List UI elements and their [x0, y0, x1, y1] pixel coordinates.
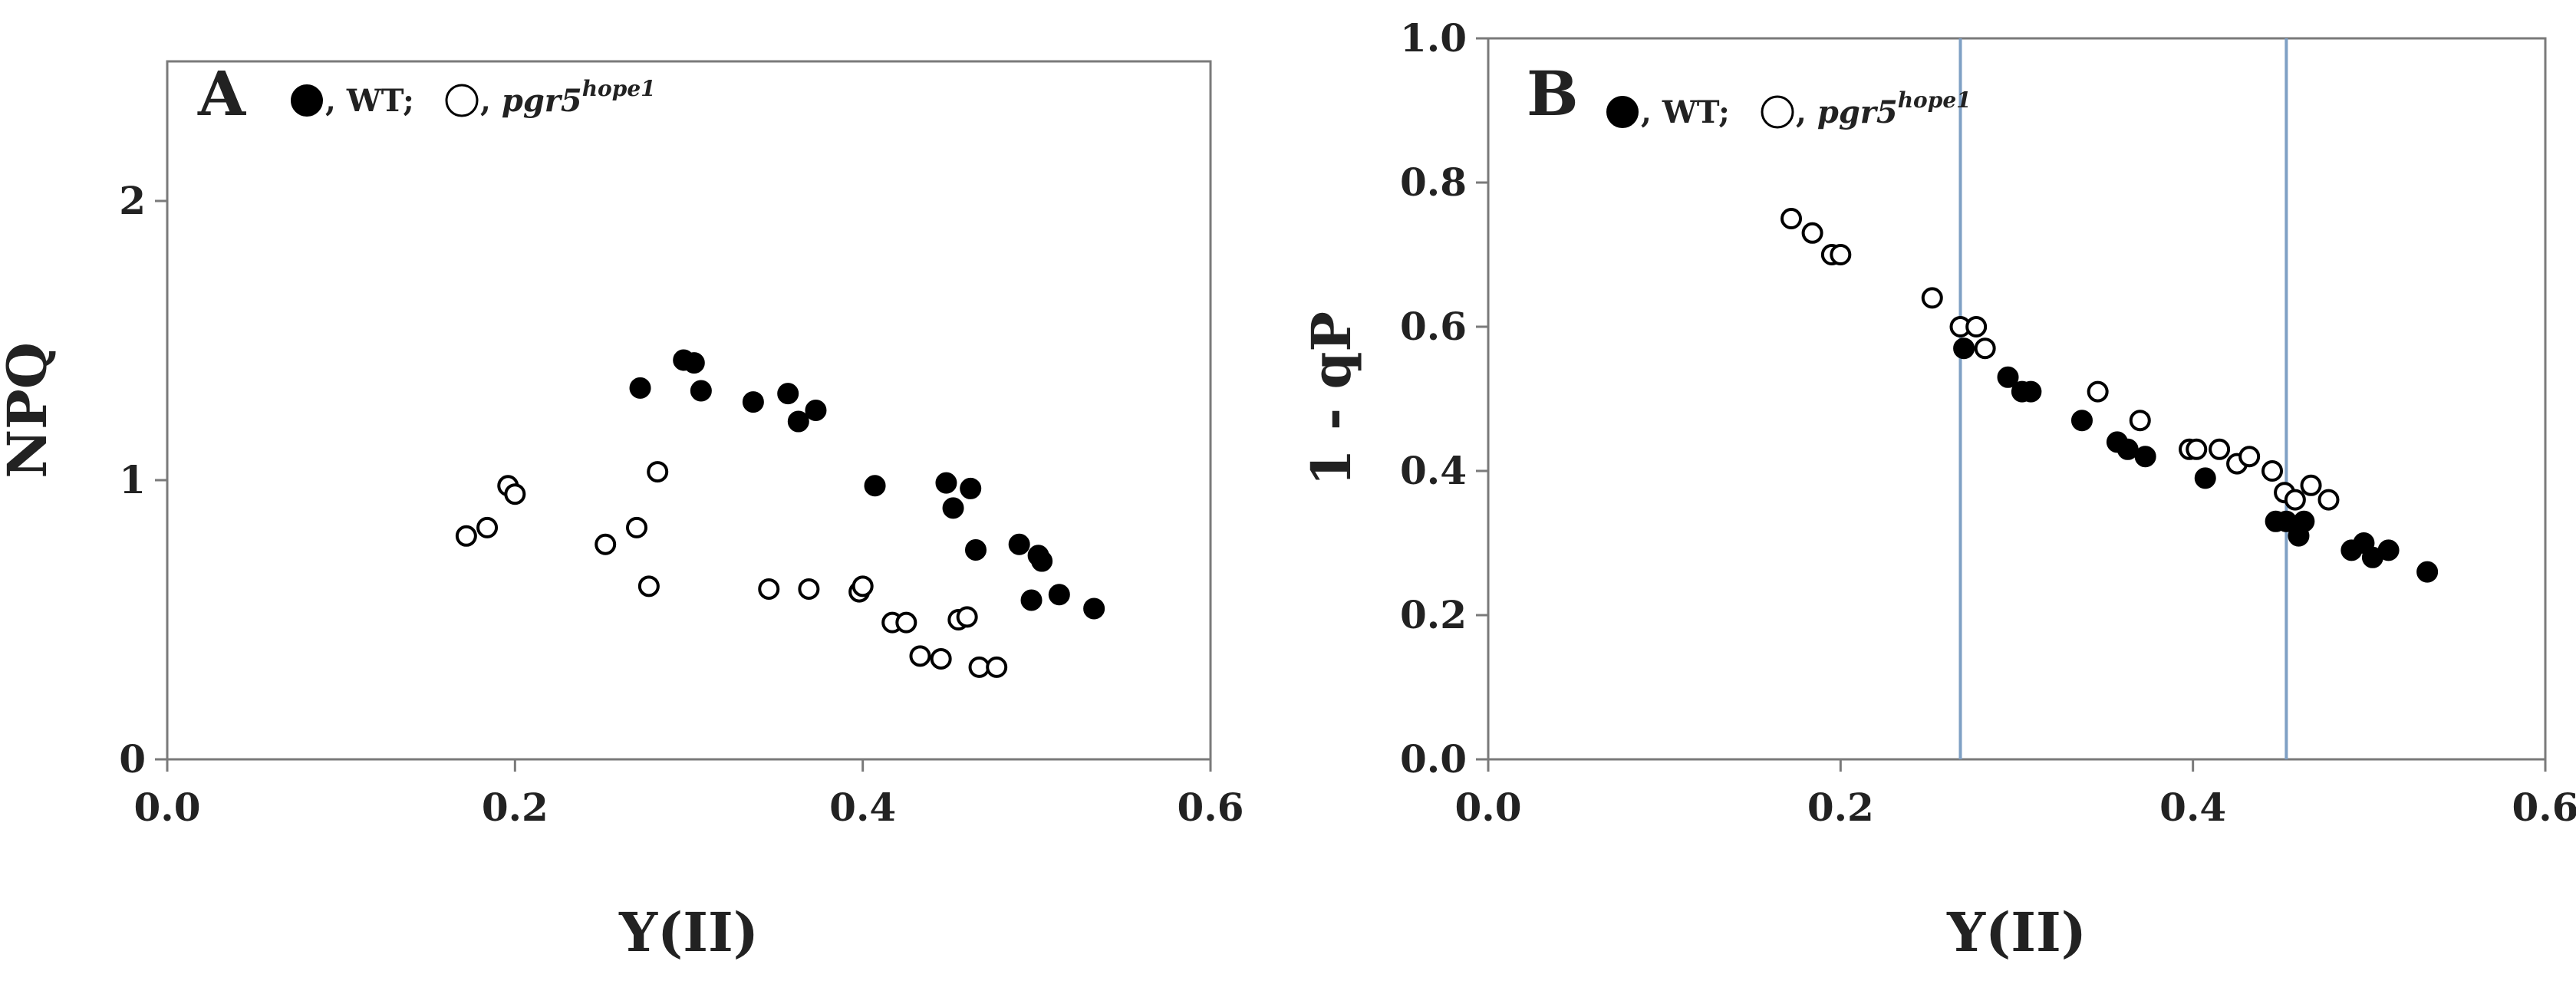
y-tick-label-b: 1.0 — [1400, 15, 1467, 61]
data-point-mutant-b — [2300, 474, 2322, 496]
data-point-mutant-a — [968, 656, 990, 678]
data-point-wt-a — [864, 475, 886, 497]
y-axis-title-b: 1 - qP — [1300, 311, 1363, 486]
x-tick-label-b: 0.4 — [2159, 785, 2226, 830]
data-point-mutant-a — [455, 525, 477, 547]
legend-marker-mutant-a — [445, 84, 479, 117]
panel-label-a: A — [197, 58, 246, 130]
data-point-wt-a — [683, 352, 705, 374]
y-tick-label-a: 2 — [119, 178, 146, 223]
data-point-wt-a — [777, 383, 799, 405]
data-point-wt-a — [1083, 597, 1105, 620]
plot-frame-b — [1487, 37, 2547, 761]
data-point-mutant-a — [956, 606, 978, 628]
y-axis-title-a: NPQ — [0, 342, 59, 479]
data-point-wt-a — [1008, 533, 1030, 555]
x-tick-label-a: 0.6 — [1178, 785, 1244, 830]
legend-label-mutant-b: , pgr5hope1 — [1796, 87, 1972, 130]
data-point-wt-b — [1953, 337, 1975, 360]
data-point-wt-b — [1997, 366, 2019, 388]
data-point-wt-a — [965, 539, 987, 561]
data-point-wt-b — [2194, 467, 2216, 489]
legend-marker-mutant-b — [1761, 95, 1794, 129]
data-point-mutant-b — [1965, 316, 1988, 337]
legend-label-wt-a: , WT; — [325, 83, 414, 119]
data-point-mutant-b — [1921, 287, 1943, 309]
data-point-wt-b — [2070, 410, 2093, 432]
data-point-wt-b — [2416, 561, 2439, 583]
data-point-mutant-b — [2087, 380, 2109, 403]
data-point-wt-a — [742, 391, 764, 413]
data-point-wt-a — [942, 497, 964, 519]
data-point-wt-a — [960, 477, 982, 499]
data-point-mutant-b — [1801, 222, 1823, 244]
data-point-mutant-b — [2238, 446, 2261, 468]
panel-a-npq-vs-yii: 0.0 0.2 0.4 0.6 0 1 2 Y(II) NPQ A , WT; , pgr5hope1 — [0, 58, 1244, 964]
data-point-mutant-a — [637, 575, 660, 597]
data-point-mutant-a — [476, 516, 499, 538]
y-tick-label-a: 0 — [119, 736, 146, 782]
legend-label-mutant-a: , pgr5hope1 — [480, 76, 656, 119]
data-point-wt-a — [690, 380, 712, 402]
x-tick-label-a: 0.2 — [482, 785, 548, 830]
data-point-wt-b — [2293, 510, 2315, 532]
panel-b-1-qp-vs-yii: 0.0 0.2 0.4 0.6 0.0 0.2 0.4 0.6 0.8 1.0 Y(II) 1 - q… — [1300, 15, 2576, 964]
data-point-mutant-a — [758, 578, 780, 600]
data-point-mutant-a — [798, 578, 820, 600]
y-tick-label-a: 1 — [119, 457, 146, 502]
data-point-mutant-a — [504, 483, 526, 505]
data-point-wt-b — [2134, 446, 2156, 468]
data-point-mutant-a — [930, 647, 952, 670]
plot-frame-a — [166, 60, 1212, 761]
y-tick-label-b: 0.0 — [1400, 736, 1467, 782]
y-tick-label-b: 0.4 — [1400, 448, 1467, 493]
data-point-mutant-b — [2261, 460, 2284, 482]
data-point-wt-b — [2377, 539, 2400, 561]
data-point-mutant-a — [852, 575, 874, 597]
data-point-mutant-b — [1780, 208, 1803, 229]
x-tick-label-a: 0.4 — [829, 785, 896, 830]
data-point-wt-a — [1020, 589, 1043, 611]
data-point-wt-a — [805, 400, 827, 421]
x-axis-title-a: Y(II) — [618, 900, 759, 964]
legend-marker-wt-a — [291, 84, 323, 117]
data-point-mutant-a — [909, 645, 931, 667]
data-point-mutant-b — [2209, 438, 2231, 460]
data-point-mutant-b — [2317, 489, 2340, 511]
y-tick-label-b: 0.8 — [1400, 160, 1467, 205]
data-point-wt-a — [935, 472, 957, 494]
data-point-mutant-b — [1830, 244, 1852, 265]
y-tick-label-b: 0.6 — [1400, 304, 1467, 349]
x-tick-label-a: 0.0 — [134, 785, 201, 830]
data-point-wt-b — [2020, 380, 2042, 403]
legend-marker-wt-b — [1606, 96, 1639, 128]
data-point-mutant-a — [986, 656, 1008, 678]
data-point-mutant-a — [647, 461, 669, 483]
data-point-mutant-b — [2284, 489, 2306, 511]
data-point-wt-a — [1031, 550, 1053, 572]
x-tick-label-b: 0.0 — [1455, 785, 1522, 830]
data-point-wt-a — [629, 377, 651, 399]
x-tick-label-b: 0.2 — [1807, 785, 1874, 830]
x-tick-label-b: 0.6 — [2512, 785, 2576, 830]
legend-label-wt-b: , WT; — [1641, 94, 1730, 130]
y-tick-label-b: 0.2 — [1400, 592, 1467, 637]
panel-label-b: B — [1527, 58, 1579, 130]
data-point-mutant-a — [626, 516, 647, 538]
data-point-mutant-b — [2186, 438, 2208, 460]
data-point-mutant-b — [2129, 410, 2151, 432]
data-point-mutant-a — [595, 533, 617, 555]
x-axis-title-b: Y(II) — [1946, 900, 2087, 964]
data-point-wt-a — [1048, 584, 1070, 606]
data-point-wt-a — [787, 410, 809, 433]
data-point-mutant-b — [1974, 337, 1996, 360]
data-point-mutant-a — [895, 611, 917, 634]
